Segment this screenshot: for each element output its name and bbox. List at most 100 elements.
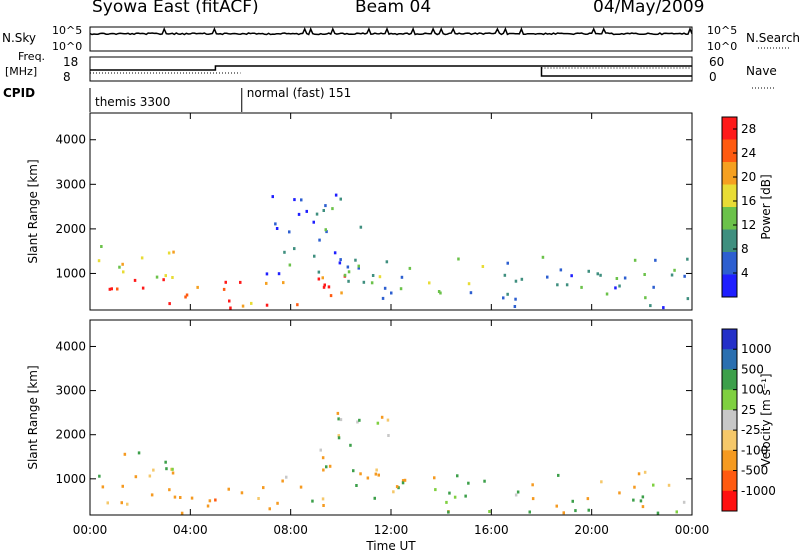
heatmap-cell — [324, 228, 327, 232]
heatmap-cell — [110, 287, 113, 291]
y-tick-label: 1000 — [55, 266, 86, 280]
heatmap-cell — [641, 495, 645, 499]
heatmap-cell — [377, 473, 380, 477]
heatmap-cell — [268, 507, 271, 511]
x-tick-label: 04:00 — [173, 523, 208, 537]
colorbar-swatch — [722, 274, 737, 298]
colorbar-tick-label: 24 — [741, 146, 756, 160]
x-tick-label: 00:00 — [73, 523, 108, 537]
heatmap-cell — [137, 451, 141, 455]
cpid-label: CPID — [3, 86, 35, 100]
colorbar-tick-label: 100 — [741, 383, 764, 397]
freq-trace-late — [540, 67, 692, 77]
date-label: 04/May/2009 — [593, 0, 705, 17]
heatmap-cell — [172, 250, 175, 254]
nave-tick-top: 60 — [709, 55, 724, 69]
heatmap-cell — [670, 273, 674, 277]
heatmap-cell — [167, 251, 171, 255]
colorbar-tick-label: -25 — [741, 423, 761, 437]
heatmap-cell — [281, 479, 284, 483]
heatmap-cell — [381, 296, 385, 300]
heatmap-cell — [271, 195, 274, 199]
y-tick-label: 4000 — [55, 339, 86, 353]
heatmap-cell — [667, 483, 671, 487]
heatmap-cell — [297, 212, 301, 216]
colorbar-swatch — [722, 229, 737, 253]
heatmap-cell — [386, 418, 390, 422]
freq-label-line2: [MHz] — [5, 65, 37, 78]
heatmap-cell — [433, 476, 436, 480]
heatmap-cell — [599, 273, 602, 277]
heatmap-cell — [265, 272, 269, 276]
freq-tick-bottom: 8 — [63, 70, 71, 84]
heatmap-cell — [265, 303, 269, 307]
colorbar-frame — [721, 116, 738, 298]
heatmap-cell — [373, 496, 376, 500]
heatmap-cell — [346, 265, 350, 269]
heatmap-cell — [513, 305, 517, 308]
heatmap-cell — [122, 270, 125, 274]
heatmap-cell — [173, 495, 177, 499]
colorbar-label: Power [dB] — [759, 174, 773, 239]
heatmap-cell — [559, 268, 563, 272]
heatmap-cell — [481, 265, 485, 268]
heatmap-cell — [319, 448, 322, 452]
heatmap-cell — [366, 476, 370, 480]
heatmap-cell — [331, 207, 334, 211]
heatmap-cell — [605, 292, 609, 296]
heatmap-cell — [133, 278, 137, 282]
colorbar-tick-label: -100 — [741, 443, 768, 457]
heatmap-cell — [317, 277, 321, 281]
heatmap-cell — [106, 501, 109, 505]
heatmap-cell — [288, 230, 291, 234]
heatmap-cell — [179, 496, 182, 499]
heatmap-cell — [359, 472, 362, 476]
heatmap-cell — [483, 479, 486, 483]
heatmap-cell — [649, 304, 652, 308]
heatmap-cell — [632, 498, 635, 502]
heatmap-cell — [116, 287, 119, 291]
y-axis-label: Slant Range [km] — [26, 159, 40, 263]
heatmap-cell — [98, 474, 101, 478]
heatmap-cell — [168, 488, 171, 492]
beam-label: Beam 04 — [355, 0, 432, 17]
heatmap-cell — [503, 273, 507, 277]
colorbar-swatch — [722, 329, 737, 350]
heatmap-cell — [506, 261, 509, 265]
heatmap-cell — [152, 468, 155, 472]
heatmap-cell — [343, 273, 347, 277]
heatmap-cell — [164, 460, 167, 464]
heatmap-cell — [126, 502, 129, 506]
colorbar-tick-label: 8 — [741, 242, 749, 256]
heatmap-cell — [229, 306, 232, 310]
heatmap-power — [97, 193, 690, 310]
heatmap-cell — [652, 483, 655, 487]
heatmap-cell — [403, 478, 407, 482]
heatmap-cell — [675, 510, 678, 514]
heatmap-cell — [321, 276, 324, 280]
heatmap-cell — [108, 287, 112, 291]
y-tick-label: 2000 — [55, 428, 86, 442]
heatmap-cell — [378, 275, 382, 279]
heatmap-cell — [639, 499, 643, 503]
freq-trace — [90, 65, 692, 71]
heatmap-cell — [357, 266, 360, 270]
colorbar-tick-label: 4 — [741, 266, 749, 280]
heatmap-cell — [150, 493, 154, 497]
heatmap-cell — [586, 497, 590, 501]
heatmap-cell — [385, 260, 389, 264]
heatmap-cell — [633, 485, 636, 489]
heatmap-cell — [596, 272, 599, 276]
heatmap-cell — [546, 275, 549, 279]
nave-tick-bottom: 0 — [709, 70, 717, 84]
colorbar-swatch — [722, 117, 737, 140]
colorbar-swatch — [722, 470, 737, 492]
colorbar-swatch — [722, 389, 737, 411]
x-tick-label: 20:00 — [574, 523, 609, 537]
nsearch-label: N.Search — [746, 31, 800, 45]
heatmap-cell — [322, 285, 326, 289]
heatmap-cell — [488, 510, 491, 513]
heatmap-cell — [370, 281, 374, 285]
heatmap-cell — [456, 474, 459, 478]
